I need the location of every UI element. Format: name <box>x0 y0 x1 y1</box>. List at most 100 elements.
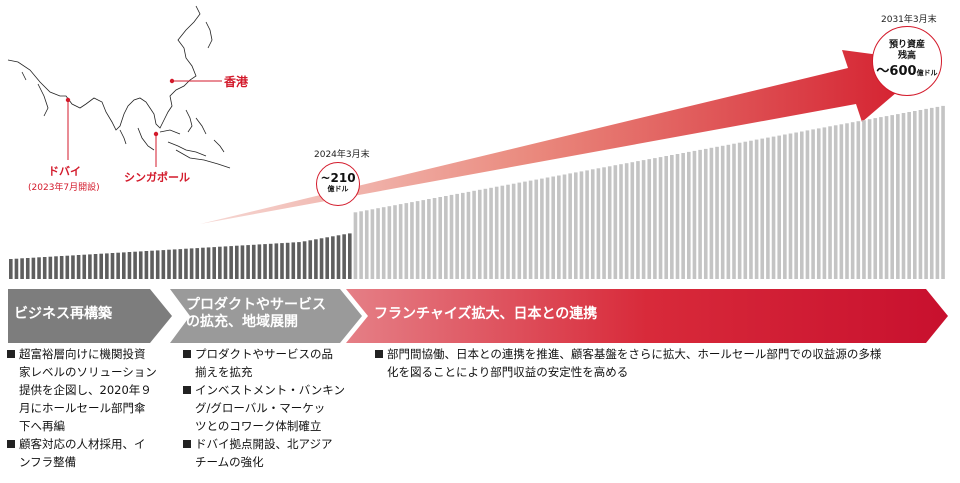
asset-bar <box>438 197 442 279</box>
asset-bar <box>155 250 160 279</box>
asset-bar <box>432 198 437 279</box>
asset-bar <box>528 180 533 279</box>
asset-bar <box>811 129 815 279</box>
phase-1-title-line1: ビジネス再構築 <box>14 306 112 322</box>
location-markers <box>65 78 222 167</box>
asset-bar <box>737 142 742 279</box>
asset-bar <box>517 182 522 279</box>
asset-bar <box>681 153 685 279</box>
milestone-2031-line2: 残高 <box>897 51 916 61</box>
asset-bar <box>568 173 572 279</box>
asset-bar <box>404 203 409 279</box>
asset-bar <box>427 199 431 279</box>
asset-bar <box>760 138 765 279</box>
asset-bar <box>777 135 781 279</box>
asset-bar <box>455 193 459 279</box>
asset-bar <box>110 253 115 279</box>
asset-bar <box>624 163 629 279</box>
asset-bar <box>246 245 250 279</box>
asset-bar <box>251 244 256 279</box>
asset-bar <box>709 147 714 279</box>
asset-bar <box>444 196 448 279</box>
asset-bar <box>489 187 493 279</box>
asset-bar <box>376 208 380 279</box>
asset-bar <box>907 112 911 279</box>
asset-bar <box>359 211 363 279</box>
asset-bar <box>596 168 601 279</box>
milestone-2031-value-row: ～600億ドル <box>873 62 941 81</box>
asset-bar <box>562 174 567 279</box>
asset-bar <box>398 204 403 279</box>
asset-bar <box>822 127 827 280</box>
asset-bar <box>461 192 465 279</box>
asset-bar <box>65 255 70 279</box>
asset-bar <box>590 169 595 279</box>
asset-bar <box>873 118 878 279</box>
asset-bar <box>619 164 623 279</box>
asset-bar <box>325 237 329 279</box>
milestone-2031-line1: 預り資産 <box>888 40 925 50</box>
asset-bar <box>523 181 527 279</box>
asset-bar <box>314 239 318 279</box>
hong-kong-label: 香港 <box>224 75 249 89</box>
asset-bar <box>924 108 928 280</box>
asset-bar <box>788 133 793 279</box>
asset-bar <box>99 253 103 279</box>
asset-bar <box>263 244 267 279</box>
asset-bar <box>896 114 900 279</box>
asset-bar <box>743 141 748 279</box>
asset-bar <box>477 189 482 279</box>
asset-bar <box>138 251 143 279</box>
asset-bar <box>348 233 352 279</box>
asset-bar <box>658 157 663 279</box>
asset-bar <box>715 146 719 279</box>
milestone-2024-bubble: ~210 億ドル <box>316 162 360 206</box>
asset-bar <box>161 250 166 279</box>
asset-bar <box>37 257 41 279</box>
asset-bar <box>941 105 945 280</box>
asset-bar <box>754 139 759 279</box>
milestone-2031-bubble: 預り資産 残高 ～600億ドル <box>872 26 942 96</box>
asset-bar <box>472 190 476 279</box>
asset-bar <box>223 246 228 279</box>
asset-bar <box>291 242 296 279</box>
phase-1-title: ビジネス再構築 <box>14 306 112 323</box>
asset-bar <box>82 254 87 279</box>
asset-bar <box>483 188 488 279</box>
asset-bar <box>421 200 426 279</box>
milestone-2024-unit: 億ドル <box>327 185 349 193</box>
asset-bar <box>720 145 725 279</box>
phase-chevrons <box>8 289 948 343</box>
asset-bar <box>274 243 279 279</box>
asset-bar <box>805 130 810 279</box>
asset-bar <box>308 240 313 279</box>
phase-2-title: プロダクトやサービス の拡充、地域展開 <box>186 297 326 331</box>
singapore-label: シンガポール <box>124 171 190 184</box>
dubai-note: (2023年7月開設) <box>28 183 100 193</box>
bullet-item: ドバイ拠点開設、北アジア チームの強化 <box>182 435 362 471</box>
asset-bar <box>929 107 934 280</box>
asset-bar <box>641 160 646 279</box>
phase-1-bullets: 超富裕層向けに機関投資 家レベルのソリューション 提供を企図し、2020年９ 月にホー… <box>6 345 171 471</box>
asset-bar <box>833 125 838 279</box>
asset-bar <box>636 161 640 279</box>
asset-bar <box>133 251 137 279</box>
bullet-item: 部門間協働、日本との連携を推進、顧客基盤をさらに拡大、ホールセール部門での収益源… <box>374 345 954 381</box>
asset-bar <box>88 254 92 279</box>
asset-bar <box>150 250 154 279</box>
asset-bar <box>703 148 708 279</box>
asset-bar <box>726 144 731 279</box>
asset-bar <box>415 201 420 279</box>
asset-bar <box>856 121 861 279</box>
milestone-2024-date: 2024年3月末 <box>314 150 370 160</box>
asset-bar <box>766 137 770 279</box>
asset-bar <box>602 167 606 279</box>
asset-bar <box>506 184 510 279</box>
asset-bar <box>59 256 64 279</box>
asset-bar <box>71 255 75 279</box>
asset-bar <box>280 243 284 279</box>
asset-bar <box>76 255 81 279</box>
asset-bar <box>794 132 798 279</box>
phase-3-title-line1: フランチャイズ拡大、日本との連携 <box>374 306 598 322</box>
